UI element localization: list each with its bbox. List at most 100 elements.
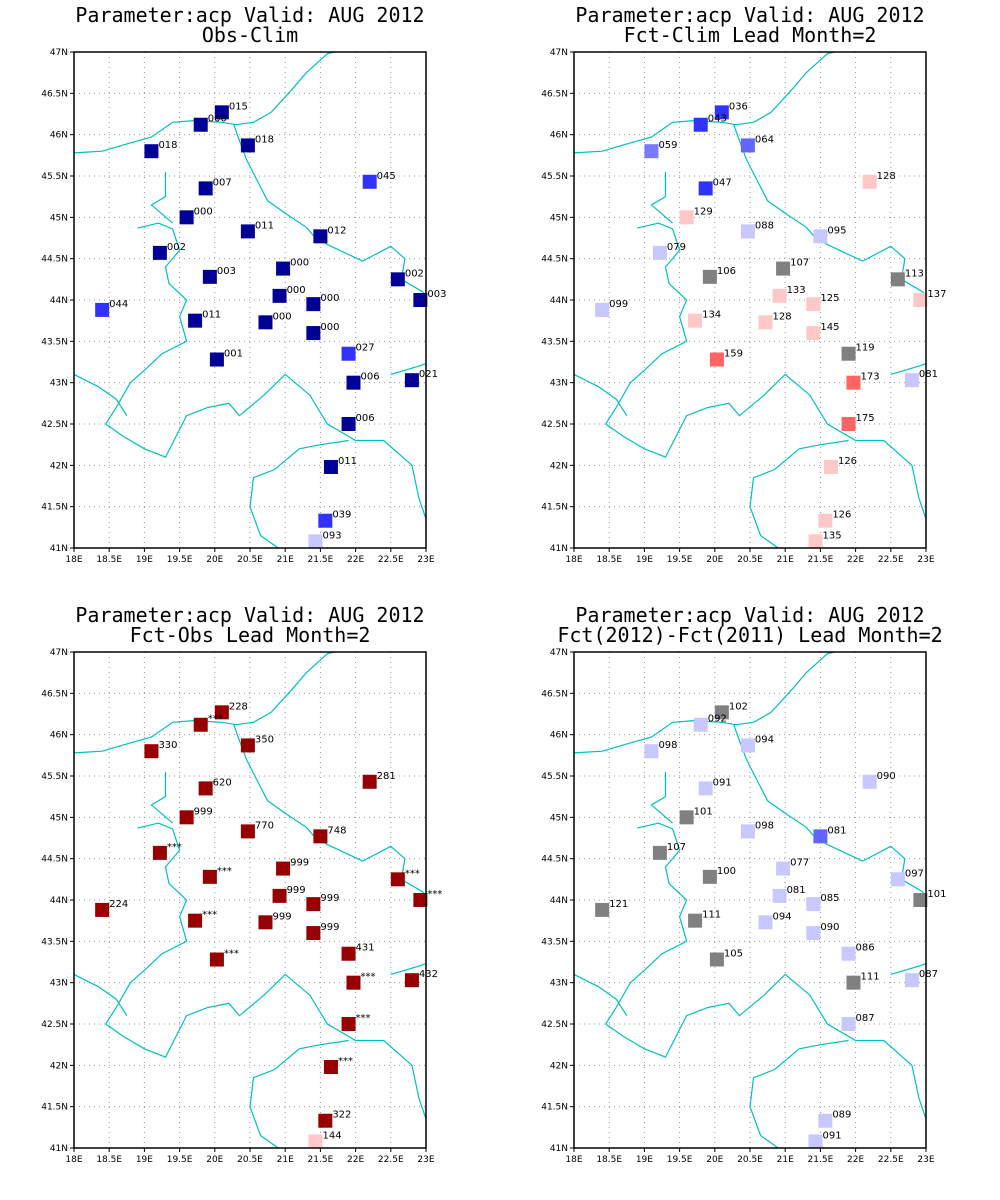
station-value: 099 <box>609 299 628 310</box>
tick-label-y: 42.5N <box>541 1020 568 1030</box>
tick-label-y: 43.5N <box>541 937 568 947</box>
station-marker <box>818 1113 833 1128</box>
coastline <box>249 439 349 548</box>
tick-label-y: 46N <box>550 131 568 141</box>
station-marker <box>341 1017 356 1031</box>
station-marker <box>341 346 356 361</box>
station-marker <box>595 902 610 917</box>
station-marker <box>209 952 224 967</box>
station-value: 748 <box>327 825 346 836</box>
station-marker <box>776 861 791 876</box>
map-frame <box>573 51 927 549</box>
tick-label-y: 43N <box>550 379 568 389</box>
station-value: 102 <box>729 701 748 712</box>
station-marker <box>841 946 856 961</box>
station-marker <box>806 897 821 912</box>
station-marker <box>202 269 217 284</box>
station-value: 137 <box>927 289 946 300</box>
station-marker <box>702 269 717 284</box>
station-marker <box>318 513 333 528</box>
station-marker <box>813 229 828 244</box>
tick-label-x: 21E <box>277 1155 294 1165</box>
tick-label-y: 44N <box>550 296 568 306</box>
station-marker <box>323 459 338 474</box>
tick-label-x: 21E <box>777 1155 794 1165</box>
tick-label-x: 20.5E <box>237 1155 263 1165</box>
station-value: 079 <box>667 242 686 253</box>
tick-label-x: 18E <box>565 555 582 565</box>
tick-label-y: 44N <box>550 896 568 906</box>
station-marker <box>144 144 159 159</box>
tick-label-y: 43N <box>50 379 68 389</box>
tick-label-x: 18.5E <box>596 555 622 565</box>
station-value: 281 <box>377 771 396 782</box>
tick-label-y: 46N <box>50 131 68 141</box>
station-value: 091 <box>822 1130 841 1141</box>
station-value: 097 <box>905 868 924 879</box>
tick-label-x: 21.5E <box>808 1155 834 1165</box>
coastline <box>605 822 688 1025</box>
station-value: 133 <box>787 285 806 296</box>
station-value: 003 <box>427 289 446 300</box>
station-marker <box>404 973 419 988</box>
panel-title-line1: Parameter:acp Valid: AUG 2012 <box>575 603 925 627</box>
tick-label-x: 18E <box>565 1155 582 1165</box>
station-value: 011 <box>202 310 221 321</box>
tick-label-x: 19E <box>136 1155 153 1165</box>
panel-obs-clim: Parameter:acp Valid: AUG 2012 Obs-Clim 1… <box>0 0 500 600</box>
coastline <box>605 373 926 520</box>
station-value: 000 <box>208 114 227 125</box>
tick-label-x: 18.5E <box>96 555 122 565</box>
station-value: 098 <box>658 740 677 751</box>
station-marker <box>404 373 419 388</box>
tick-label-x: 22.5E <box>378 1155 404 1165</box>
tick-label-y: 42N <box>550 1061 568 1071</box>
station-marker <box>313 229 328 244</box>
station-marker <box>214 105 229 120</box>
station-value: 107 <box>667 842 686 853</box>
panel-fct-diff: Parameter:acp Valid: AUG 2012 Fct(2012)-… <box>500 600 1000 1200</box>
station-value: 087 <box>856 1013 875 1024</box>
coastline <box>105 822 188 1025</box>
coastline <box>733 124 906 280</box>
station-value: *** <box>338 1056 353 1067</box>
station-marker <box>806 326 821 341</box>
tick-label-x: 21.5E <box>308 555 334 565</box>
station-marker <box>776 261 791 276</box>
tick-label-x: 19.5E <box>667 555 693 565</box>
station-value: 043 <box>708 114 727 125</box>
station-value: 093 <box>322 530 341 541</box>
station-value: 059 <box>658 140 677 151</box>
tick-label-y: 41N <box>550 1144 568 1154</box>
station-marker <box>179 210 194 225</box>
station-value: 125 <box>820 293 839 304</box>
coastline <box>574 52 835 154</box>
station-marker <box>198 781 213 796</box>
tick-label-y: 47N <box>50 48 68 58</box>
station-value: 350 <box>255 734 274 745</box>
map-plot: 18E 18.5E 19E 19.5E 20E 20.5E 21E 21.5E 22E 22.5E… <box>541 648 946 1165</box>
station-value: 081 <box>827 825 846 836</box>
station-value: 175 <box>856 413 875 424</box>
station-marker <box>679 810 694 825</box>
station-value: *** <box>167 842 182 853</box>
station-value: *** <box>202 910 217 921</box>
station-value: *** <box>427 889 442 900</box>
tick-label-x: 21E <box>277 555 294 565</box>
station-value: 007 <box>213 177 232 188</box>
station-marker <box>413 893 428 907</box>
tick-label-y: 42N <box>50 461 68 471</box>
station-marker <box>308 534 323 549</box>
map-plot: 18E 18.5E 19E 19.5E 20E 20.5E 21E 21.5E 22E 22.5E… <box>41 48 446 565</box>
station-marker <box>413 293 428 307</box>
station-marker <box>188 913 203 928</box>
station-value: 431 <box>356 943 375 954</box>
station-marker <box>772 888 787 903</box>
station-value: 003 <box>217 266 236 277</box>
panel-title-line2: Obs-Clim <box>201 23 299 47</box>
station-marker <box>240 138 255 153</box>
tick-label-x: 22.5E <box>878 555 904 565</box>
station-marker <box>306 897 321 912</box>
tick-label-y: 46.5N <box>41 689 68 699</box>
station-marker <box>193 717 208 732</box>
